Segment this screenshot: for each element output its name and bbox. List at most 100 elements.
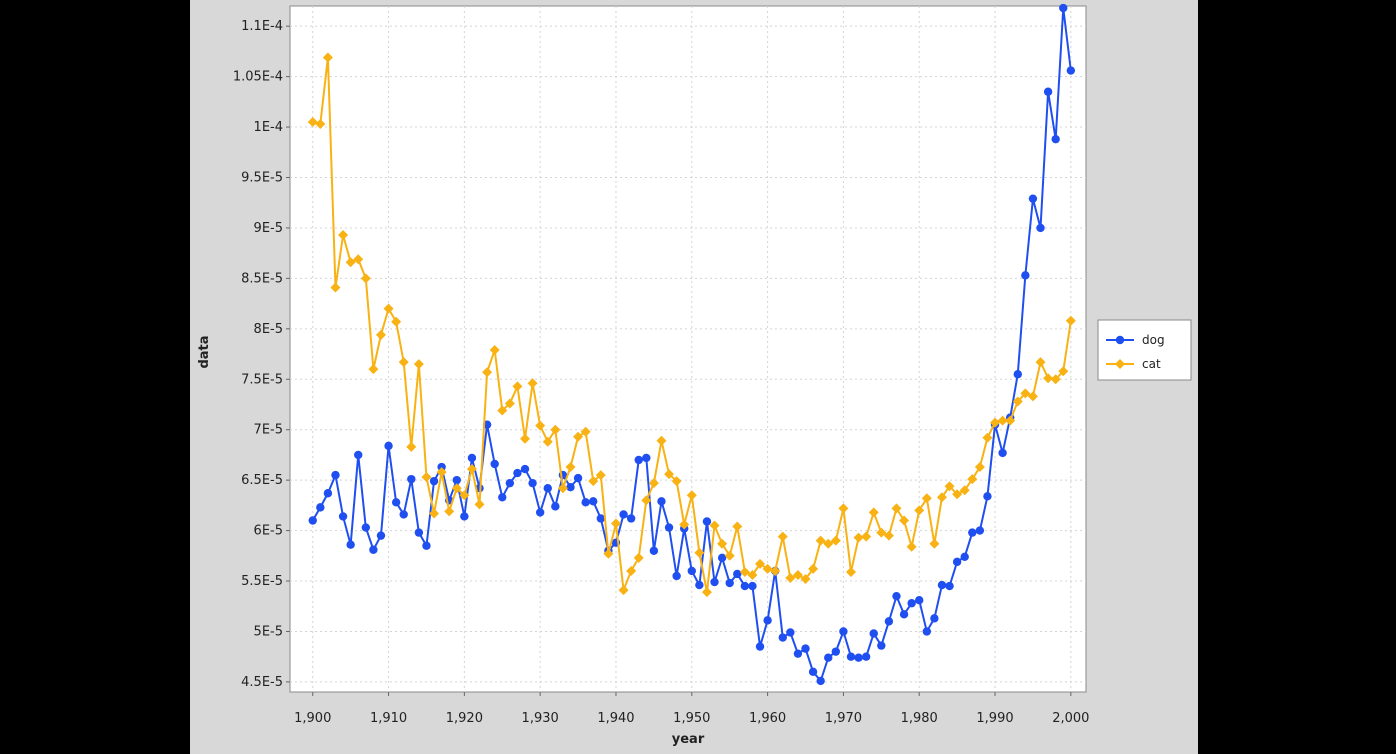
data-point-dog — [354, 450, 363, 460]
data-point-dog — [687, 566, 696, 576]
data-point-dog — [922, 627, 931, 636]
data-point-cat — [755, 558, 766, 569]
data-point-cat — [777, 531, 788, 542]
y-tick-label: 1.1E-4 — [241, 19, 283, 34]
data-point-dog — [1059, 3, 1068, 13]
data-point-cat — [353, 254, 364, 265]
data-point-cat — [656, 435, 667, 446]
data-point-cat — [580, 426, 591, 437]
data-point-cat — [694, 547, 705, 558]
data-point-dog — [391, 498, 401, 507]
data-point-cat — [1050, 374, 1061, 385]
data-point-dog — [399, 510, 408, 519]
y-tick-label: 7.5E-5 — [241, 372, 283, 387]
data-point-cat — [565, 462, 576, 473]
data-point-cat — [421, 472, 432, 483]
x-tick-label: 1,900 — [294, 711, 331, 726]
data-point-cat — [618, 585, 629, 596]
data-point-dog — [915, 595, 924, 605]
x-tick-label: 1,930 — [522, 711, 559, 726]
data-point-cat — [845, 566, 856, 577]
data-point-cat — [315, 119, 326, 130]
data-point-cat — [527, 378, 538, 389]
data-point-dog — [1028, 194, 1038, 203]
data-point-dog — [490, 459, 499, 469]
data-point-cat — [959, 485, 970, 496]
data-point-cat — [944, 481, 955, 492]
data-point-dog — [566, 483, 575, 492]
data-point-dog — [930, 614, 939, 623]
y-tick-label: 9E-5 — [254, 221, 283, 236]
data-point-dog — [376, 531, 386, 540]
data-point-cat — [633, 552, 644, 563]
x-axis-title: year — [672, 732, 705, 747]
data-point-cat — [406, 441, 417, 452]
x-tick-label: 1,910 — [370, 711, 407, 726]
data-point-dog — [952, 557, 962, 567]
data-point-dog — [437, 462, 446, 472]
data-point-dog — [755, 642, 765, 651]
data-point-cat — [307, 117, 318, 128]
data-point-dog — [968, 528, 977, 537]
data-point-dog — [513, 468, 522, 478]
data-point-cat — [573, 431, 584, 442]
data-point-dog — [316, 503, 325, 512]
data-point-cat — [429, 508, 440, 519]
y-tick-label: 5.5E-5 — [241, 574, 283, 589]
data-point-cat — [482, 367, 493, 378]
data-point-dog — [422, 541, 431, 550]
data-point-cat — [512, 381, 523, 392]
data-point-cat — [838, 503, 849, 514]
x-tick-label: 1,940 — [597, 711, 634, 726]
data-point-cat — [368, 364, 379, 375]
data-point-cat — [1043, 373, 1054, 384]
y-axis-title: data — [197, 335, 212, 368]
data-point-dog — [801, 644, 810, 653]
data-point-dog — [793, 649, 803, 658]
data-point-dog — [589, 497, 598, 506]
data-point-dog — [346, 540, 355, 549]
x-tick-label: 1,970 — [825, 711, 862, 726]
data-point-cat — [603, 548, 614, 559]
data-point-cat — [504, 398, 515, 409]
data-point-cat — [497, 405, 508, 416]
data-point-dog — [619, 510, 628, 519]
data-point-cat — [990, 417, 1001, 428]
data-point-cat — [906, 541, 917, 552]
data-point-dog — [763, 616, 772, 625]
data-point-cat — [967, 474, 978, 485]
data-point-dog — [460, 512, 469, 521]
y-tick-label: 6.5E-5 — [241, 473, 283, 488]
data-point-cat — [883, 530, 894, 541]
data-point-cat — [626, 565, 637, 576]
data-point-cat — [686, 490, 697, 501]
data-point-dog — [998, 448, 1007, 458]
data-point-dog — [573, 473, 583, 483]
axes: 1,900 1,910 1,920 1,930 1,940 1,950 1,960 1,970… — [233, 19, 1090, 726]
data-point-dog — [1043, 87, 1053, 96]
legend-marker-dog — [1115, 335, 1125, 345]
x-tick-label: 1,950 — [673, 711, 710, 726]
data-point-dog — [1013, 370, 1022, 379]
data-point-dog — [1066, 66, 1076, 75]
data-point-dog — [407, 474, 416, 484]
data-point-dog — [960, 552, 969, 562]
data-point-dog — [831, 647, 841, 656]
data-point-dog — [308, 516, 317, 525]
data-point-dog — [786, 628, 795, 637]
data-point-cat — [557, 483, 568, 494]
data-point-cat — [815, 535, 826, 546]
data-point-cat — [974, 462, 985, 473]
y-tick-label: 7E-5 — [254, 423, 283, 438]
data-point-cat — [1027, 391, 1038, 402]
data-point-cat — [595, 470, 606, 481]
data-point-dog — [884, 617, 894, 626]
data-point-cat — [952, 489, 963, 500]
y-tick-label: 9.5E-5 — [241, 171, 283, 186]
data-point-cat — [739, 566, 750, 577]
data-point-dog — [899, 610, 909, 619]
data-point-dog — [664, 523, 674, 532]
data-point-dog — [1036, 223, 1045, 233]
data-point-cat — [936, 492, 947, 503]
data-point-dog — [710, 577, 719, 587]
